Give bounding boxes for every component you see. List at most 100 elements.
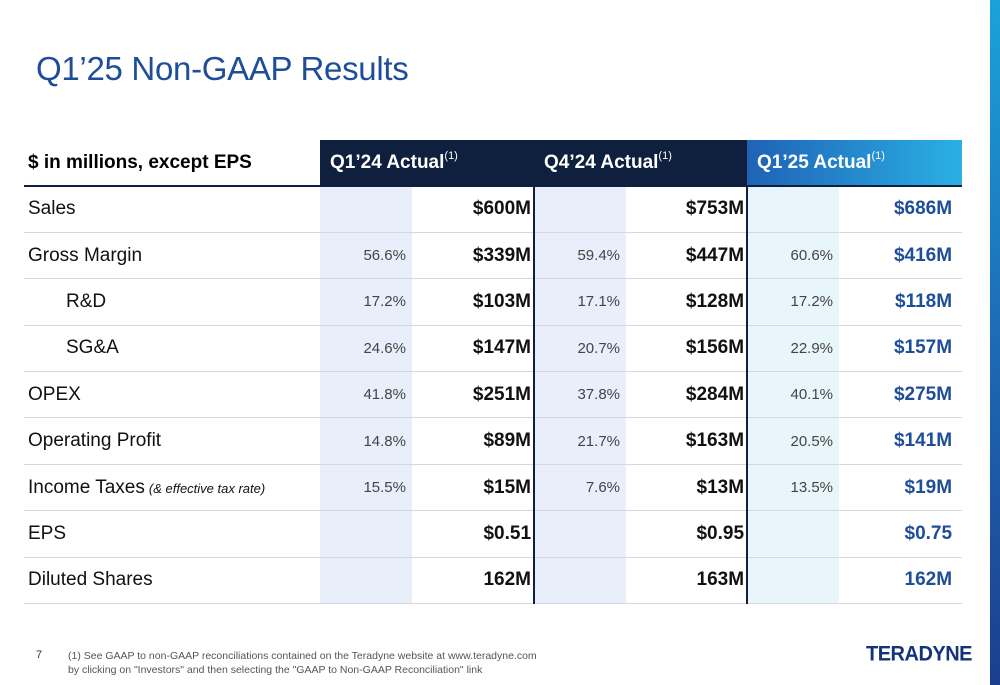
column-header-label: Q1’24 Actual: [330, 151, 445, 173]
percent-cell: 56.6%: [320, 232, 412, 280]
percent-cell: [320, 184, 412, 233]
column-header-q1-24: Q1’24 Actual(1): [320, 140, 535, 186]
table-row: Operating Profit 14.8% $89M 21.7% $163M 20.5%…: [24, 417, 963, 465]
column-header-label: Q4’24 Actual: [544, 151, 659, 173]
percent-cell: [534, 184, 627, 233]
percent-cell: [534, 557, 627, 605]
row-label: OPEX: [24, 371, 320, 419]
percent-cell: 22.9%: [747, 325, 840, 373]
percent-cell: 15.5%: [320, 464, 412, 512]
percent-cell: [534, 510, 627, 558]
percent-cell: [320, 510, 412, 558]
value-cell: $251M: [412, 371, 536, 419]
value-cell: $686M: [839, 184, 963, 233]
percent-cell: 20.5%: [747, 417, 840, 465]
footnote: (1) See GAAP to non-GAAP reconciliations…: [68, 650, 537, 676]
table-header-row: $ in millions, except EPS Q1’24 Actual(1…: [24, 140, 963, 186]
value-cell: $753M: [626, 184, 749, 233]
row-label-text: Operating Profit: [28, 430, 162, 452]
row-label: EPS: [24, 510, 320, 558]
row-label: Income Taxes (& effective tax rate): [24, 464, 320, 512]
row-label-text: R&D: [66, 290, 107, 312]
column-header-label: Q1’25 Actual: [757, 151, 872, 173]
table-body: Sales $600M $753M $686M Gross Margin 56.6% $33…: [24, 184, 963, 605]
percent-cell: [320, 557, 412, 605]
value-cell: 162M: [412, 557, 536, 605]
table-row: Diluted Shares 162M 163M 162M: [24, 557, 963, 605]
value-cell: 163M: [626, 557, 749, 605]
value-cell: $163M: [626, 417, 749, 465]
row-label-text: SG&A: [66, 337, 119, 359]
percent-cell: 60.6%: [747, 232, 840, 280]
value-cell: $275M: [839, 371, 963, 419]
row-label-text: Income Taxes: [28, 476, 145, 498]
value-cell: $141M: [839, 417, 963, 465]
results-table: $ in millions, except EPS Q1’24 Actual(1…: [24, 140, 963, 605]
percent-cell: 17.1%: [534, 278, 627, 326]
value-cell: 162M: [839, 557, 963, 605]
accent-bar: [990, 0, 1000, 685]
table-row: Income Taxes (& effective tax rate) 15.5% $…: [24, 464, 963, 512]
value-cell: $147M: [412, 325, 536, 373]
value-cell: $156M: [626, 325, 749, 373]
page-title: Q1’25 Non-GAAP Results: [36, 50, 409, 87]
table-row: R&D 17.2% $103M 17.1% $128M 17.2% $118M: [24, 278, 963, 326]
percent-cell: [747, 184, 840, 233]
row-label: SG&A: [24, 325, 320, 373]
value-cell: $0.51: [412, 510, 536, 558]
percent-cell: 14.8%: [320, 417, 412, 465]
row-label-text: OPEX: [28, 383, 81, 405]
value-cell: $13M: [626, 464, 749, 512]
value-cell: $89M: [412, 417, 536, 465]
value-cell: $118M: [839, 278, 963, 326]
row-label-text: EPS: [28, 522, 67, 544]
value-cell: $416M: [839, 232, 963, 280]
value-cell: $19M: [839, 464, 963, 512]
value-cell: $0.75: [839, 510, 963, 558]
percent-cell: 20.7%: [534, 325, 627, 373]
table-row: Sales $600M $753M $686M: [24, 184, 963, 233]
table-row: OPEX 41.8% $251M 37.8% $284M 40.1% $275M: [24, 371, 963, 419]
percent-cell: 13.5%: [747, 464, 840, 512]
value-cell: $128M: [626, 278, 749, 326]
row-label: Sales: [24, 184, 320, 233]
column-header-q1-25: Q1’25 Actual(1): [747, 140, 963, 186]
value-cell: $600M: [412, 184, 536, 233]
percent-cell: 17.2%: [320, 278, 412, 326]
value-cell: $0.95: [626, 510, 749, 558]
row-label: Diluted Shares: [24, 557, 320, 605]
value-cell: $157M: [839, 325, 963, 373]
percent-cell: 17.2%: [747, 278, 840, 326]
table-row: Gross Margin 56.6% $339M 59.4% $447M 60.6% $41…: [24, 232, 963, 280]
percent-cell: 41.8%: [320, 371, 412, 419]
percent-cell: 24.6%: [320, 325, 412, 373]
percent-cell: 37.8%: [534, 371, 627, 419]
footnote-marker: (1): [658, 149, 672, 162]
column-header-q4-24: Q4’24 Actual(1): [534, 140, 748, 186]
page-number: 7: [36, 649, 43, 661]
value-cell: $447M: [626, 232, 749, 280]
row-label-text: Diluted Shares: [28, 569, 153, 591]
footnote-marker: (1): [444, 149, 458, 162]
percent-cell: 7.6%: [534, 464, 627, 512]
percent-cell: 21.7%: [534, 417, 627, 465]
percent-cell: 40.1%: [747, 371, 840, 419]
percent-cell: [747, 510, 840, 558]
row-label-text: Gross Margin: [28, 244, 143, 266]
row-label: R&D: [24, 278, 320, 326]
row-label: Gross Margin: [24, 232, 320, 280]
footnote-marker: (1): [871, 149, 885, 162]
value-cell: $103M: [412, 278, 536, 326]
value-cell: $284M: [626, 371, 749, 419]
label-column-header: $ in millions, except EPS: [24, 140, 320, 186]
value-cell: $15M: [412, 464, 536, 512]
table-row: SG&A 24.6% $147M 20.7% $156M 22.9% $157M: [24, 325, 963, 373]
row-label-note: (& effective tax rate): [148, 480, 266, 496]
teradyne-logo: TERADYNE: [866, 642, 973, 666]
value-cell: $339M: [412, 232, 536, 280]
row-label-text: Sales: [28, 198, 76, 220]
percent-cell: 59.4%: [534, 232, 627, 280]
percent-cell: [747, 557, 840, 605]
table-row: EPS $0.51 $0.95 $0.75: [24, 510, 963, 558]
row-label: Operating Profit: [24, 417, 320, 465]
